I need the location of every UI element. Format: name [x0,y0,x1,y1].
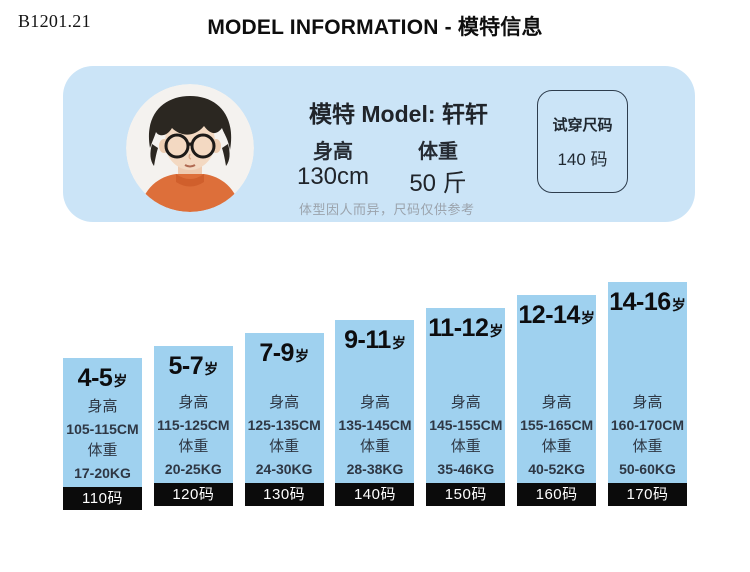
weight-label: 体重 [87,442,118,459]
model-photo [126,84,254,212]
height-range: 160-170CM [610,417,685,433]
height-label: 身高 [269,394,300,411]
height-label: 身高 [359,394,390,411]
weight-label: 体重 [632,438,663,455]
weight-range: 20-25KG [164,461,222,477]
weight-label: 体重 [178,438,209,455]
size-column: 7-9岁身高 125-135CM 体重 24-30KG 130码 [244,333,324,506]
size-code-badge: 130码 [244,483,324,506]
weight-label: 体重 [359,438,390,455]
size-info-block: 身高 155-165CM 体重 40-52KG [520,392,593,480]
product-sku: B1201.21 [18,11,91,31]
size-code-badge: 160码 [517,483,597,506]
height-range: 105-115CM [66,421,139,437]
model-weight-label: 体重 [418,141,458,163]
size-info-block: 身高 115-125CM 体重 20-25KG [157,392,229,480]
weight-label: 体重 [269,438,300,455]
weight-range: 35-46KG [437,461,495,477]
size-columns-chart: 4-5岁身高 105-115CM 体重 17-20KG 110码 5-7岁身高 115-12… [63,282,687,510]
fitting-size-box: 试穿尺码 140 码 [537,90,628,193]
size-column: 11-12岁身高 145-155CM 体重 35-46KG 150码 [426,308,506,506]
model-name: 模特 Model: 轩轩 [309,101,488,127]
size-column: 12-14岁身高 155-165CM 体重 40-52KG 160码 [517,295,597,506]
weight-range: 50-60KG [619,461,676,477]
fitting-size-label: 试穿尺码 [552,116,613,134]
size-column: 5-7岁身高 115-125CM 体重 20-25KG 120码 [153,346,233,506]
height-range: 135-145CM [338,417,412,433]
size-code-badge: 120码 [153,483,233,506]
size-column: 14-16岁身高 160-170CM 体重 50-60KG 170码 [607,282,687,506]
age-range-label: 4-5岁 [77,364,128,392]
height-range: 125-135CM [247,417,321,433]
page-title: MODEL INFORMATION - 模特信息 [207,16,543,39]
model-height-value: 130cm [296,163,370,190]
size-column: 9-11岁身高 135-145CM 体重 28-38KG 140码 [335,320,415,506]
weight-label: 体重 [541,438,572,455]
size-info-block: 身高 135-145CM 体重 28-38KG [338,392,411,480]
size-code-badge: 140码 [335,483,415,506]
weight-range: 17-20KG [74,465,131,481]
size-code-badge: 170码 [607,483,687,506]
size-info-block: 身高 105-115CM 体重 17-20KG [66,396,138,484]
height-label: 身高 [632,394,663,411]
height-label: 身高 [541,394,572,411]
age-range-label: 11-12岁 [428,314,504,342]
size-column: 4-5岁身高 105-115CM 体重 17-20KG 110码 [63,358,142,510]
size-code-badge: 150码 [426,483,506,506]
fitting-size-value: 140 码 [557,149,608,169]
weight-range: 40-52KG [528,461,586,477]
height-range: 115-125CM [157,417,230,433]
age-range-label: 7-9岁 [259,339,309,367]
model-height-label: 身高 [313,141,353,163]
weight-range: 28-38KG [346,461,404,477]
height-label: 身高 [87,398,118,415]
size-code-badge: 110码 [63,487,142,510]
size-info-block: 身高 125-135CM 体重 24-30KG [248,392,321,480]
model-weight-value: 50 斤 [409,170,467,197]
size-info-block: 身高 160-170CM 体重 50-60KG [611,392,684,480]
height-label: 身高 [178,394,209,411]
size-disclaimer-note: 体型因人而异，尺码仅供参考 [299,202,475,217]
age-range-label: 14-16岁 [609,288,686,316]
age-range-label: 9-11岁 [344,326,406,354]
boy-avatar-illustration [126,84,254,212]
height-range: 155-165CM [520,417,594,433]
age-range-label: 12-14岁 [518,301,595,329]
weight-range: 24-30KG [255,461,313,477]
age-range-label: 5-7岁 [168,352,219,380]
size-info-block: 身高 145-155CM 体重 35-46KG [429,392,502,480]
weight-label: 体重 [450,438,481,455]
height-label: 身高 [450,394,481,411]
height-range: 145-155CM [429,417,503,433]
